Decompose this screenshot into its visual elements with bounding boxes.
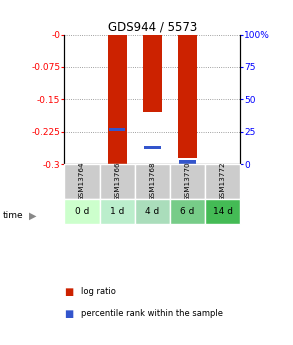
Text: time: time xyxy=(3,211,23,220)
Bar xyxy=(64,165,100,199)
Text: ▶: ▶ xyxy=(29,211,37,220)
Text: GSM13766: GSM13766 xyxy=(114,162,120,201)
Bar xyxy=(100,199,135,224)
Bar xyxy=(205,199,240,224)
Bar xyxy=(178,34,197,158)
Text: 4 d: 4 d xyxy=(145,207,159,216)
Bar xyxy=(100,165,135,199)
Text: GSM13764: GSM13764 xyxy=(79,162,85,201)
Bar xyxy=(170,199,205,224)
Title: GDS944 / 5573: GDS944 / 5573 xyxy=(108,20,197,33)
Bar xyxy=(109,128,125,131)
Bar xyxy=(135,199,170,224)
Bar xyxy=(64,199,100,224)
Text: log ratio: log ratio xyxy=(81,287,115,296)
Bar xyxy=(170,165,205,199)
Text: 1 d: 1 d xyxy=(110,207,125,216)
Text: percentile rank within the sample: percentile rank within the sample xyxy=(81,309,223,318)
Bar xyxy=(179,160,196,164)
Text: ■: ■ xyxy=(64,309,74,319)
Text: 6 d: 6 d xyxy=(180,207,195,216)
Bar xyxy=(144,146,161,149)
Text: GSM13768: GSM13768 xyxy=(149,162,155,201)
Text: ■: ■ xyxy=(64,287,74,296)
Bar xyxy=(143,34,162,111)
Text: 14 d: 14 d xyxy=(213,207,233,216)
Text: 0 d: 0 d xyxy=(75,207,89,216)
Bar xyxy=(205,165,240,199)
Text: GSM13772: GSM13772 xyxy=(220,162,226,201)
Text: GSM13770: GSM13770 xyxy=(185,162,190,201)
Bar xyxy=(135,165,170,199)
Bar xyxy=(108,34,127,165)
